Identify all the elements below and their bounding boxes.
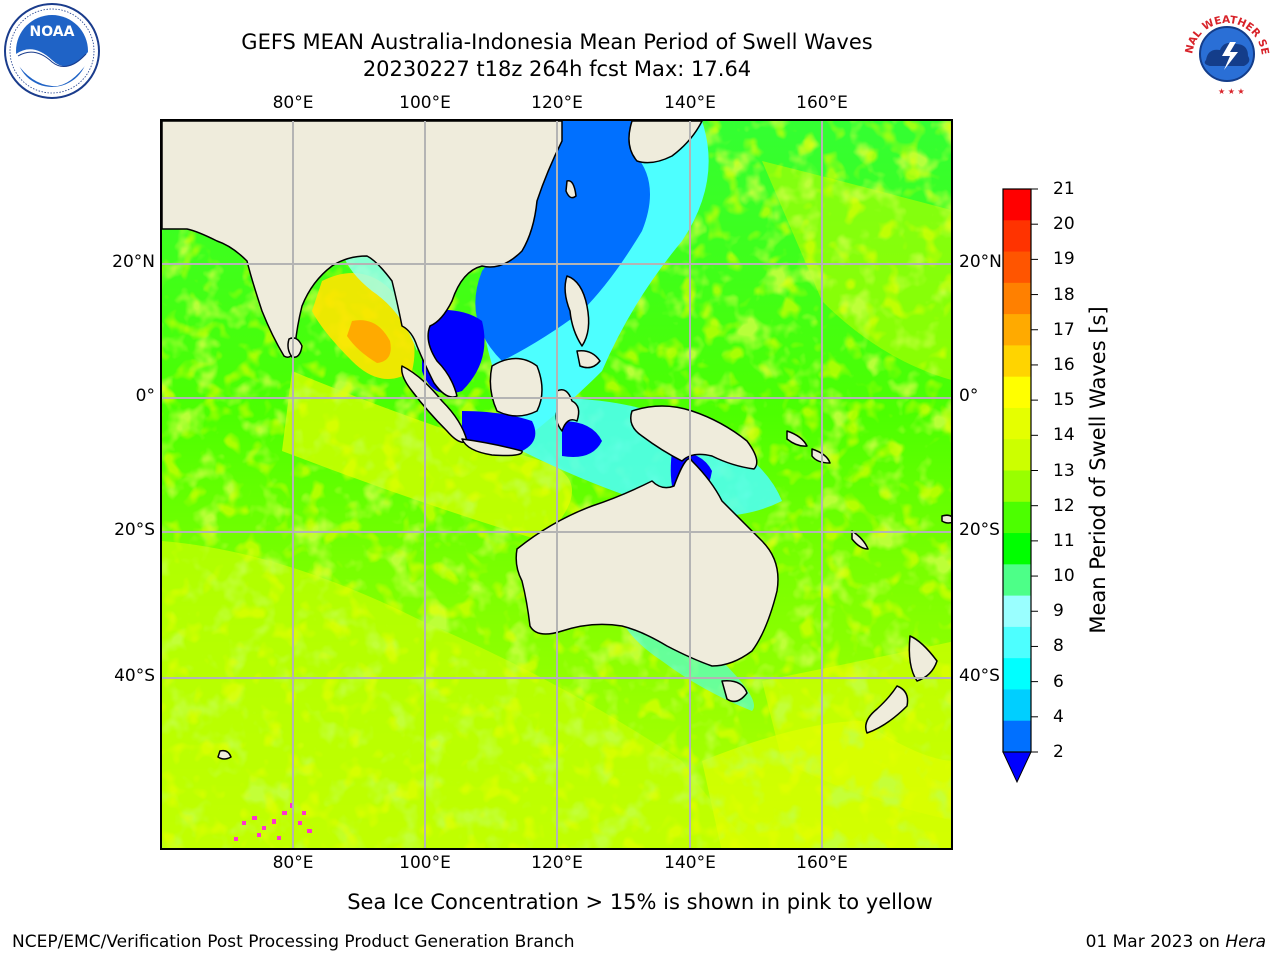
land-asia bbox=[162, 121, 563, 398]
colorbar-tick-label: 14 bbox=[1053, 425, 1075, 446]
lon-label-bottom-160e: 160°E bbox=[796, 853, 848, 873]
credit-machine: Hera bbox=[1225, 932, 1266, 952]
lon-label-top-120e: 120°E bbox=[531, 93, 583, 113]
colorbar-tick-label: 2 bbox=[1053, 742, 1064, 762]
land-sumatra bbox=[400, 365, 468, 443]
colorbar-segment bbox=[1003, 658, 1031, 690]
lon-label-top-140e: 140°E bbox=[664, 93, 716, 113]
lat-label-left-20s: 20°S bbox=[114, 520, 155, 540]
lat-label-right-40s: 40°S bbox=[959, 666, 1000, 686]
bengal-swell-max bbox=[347, 320, 391, 363]
land-solomons-1 bbox=[786, 430, 808, 447]
colorbar-tick-label: 8 bbox=[1053, 636, 1064, 657]
lat-label-left-40s: 40°S bbox=[114, 666, 155, 686]
colorbar-tick-label: 21 bbox=[1053, 179, 1075, 199]
colorbar-tick-label: 18 bbox=[1053, 284, 1075, 305]
land-australia bbox=[515, 458, 779, 667]
colorbar-title: Mean Period of Swell Waves [s] bbox=[1086, 306, 1110, 634]
colorbar-ticks bbox=[1031, 188, 1038, 753]
colorbar-segments bbox=[1003, 189, 1031, 753]
lon-label-bottom-140e: 140°E bbox=[664, 853, 716, 873]
land-kerguelen bbox=[217, 749, 232, 760]
nws-logo: NATIONAL WEATHER SERVICE ★ ★ ★ bbox=[1178, 2, 1274, 98]
sea-ice-note: Sea Ice Concentration > 15% is shown in … bbox=[347, 890, 933, 914]
colorbar-tick-label: 19 bbox=[1053, 249, 1075, 270]
colorbar-tick-label: 12 bbox=[1053, 495, 1075, 516]
lat-label-right-0: 0° bbox=[959, 386, 979, 406]
land-mindanao bbox=[576, 349, 601, 369]
land-new-caledonia bbox=[851, 530, 869, 550]
land-nz-north bbox=[908, 635, 938, 682]
credit-branch: NCEP/EMC/Verification Post Processing Pr… bbox=[12, 932, 575, 952]
lon-label-bottom-80e: 80°E bbox=[272, 853, 314, 873]
colorbar-segment bbox=[1003, 282, 1031, 315]
japan-sea-blue bbox=[542, 121, 636, 161]
noaa-logo: NOAA bbox=[4, 3, 100, 99]
land-java bbox=[461, 438, 523, 457]
colorbar-tick-label: 10 bbox=[1053, 566, 1075, 587]
lat-label-right-20n: 20°N bbox=[959, 252, 1002, 272]
swell-period-map bbox=[162, 121, 951, 848]
lon-label-top-100e: 100°E bbox=[399, 93, 451, 113]
land-fiji bbox=[941, 514, 951, 524]
java-sea-blue bbox=[462, 411, 536, 451]
colorbar-segment bbox=[1003, 595, 1031, 628]
land-philippines bbox=[564, 275, 590, 347]
colorbar-segment bbox=[1003, 251, 1031, 284]
colorbar-tick-label: 9 bbox=[1053, 601, 1064, 622]
land-taiwan bbox=[565, 180, 577, 199]
banda-blue bbox=[562, 421, 602, 457]
colorbar-tick-label: 11 bbox=[1053, 530, 1075, 551]
colorbar-tick-label: 6 bbox=[1053, 671, 1064, 692]
colorbar bbox=[1002, 188, 1038, 784]
colorbar-segment bbox=[1003, 345, 1031, 378]
colorbar-segment bbox=[1003, 314, 1031, 346]
lon-label-top-80e: 80°E bbox=[272, 93, 314, 113]
colorbar-segment bbox=[1003, 533, 1031, 565]
land-nz-south bbox=[865, 685, 909, 734]
lon-label-top-160e: 160°E bbox=[796, 93, 848, 113]
land bbox=[162, 121, 951, 760]
sea-ice bbox=[234, 803, 312, 841]
colorbar-segment bbox=[1003, 720, 1031, 753]
map-subtitle: 20230227 t18z 264h fcst Max: 17.64 bbox=[362, 57, 752, 81]
lat-label-right-20s: 20°S bbox=[959, 520, 1000, 540]
colorbar-segment bbox=[1003, 189, 1031, 221]
lat-label-left-0: 0° bbox=[135, 386, 155, 406]
credit-date-text: 01 Mar 2023 on bbox=[1085, 932, 1220, 952]
colorbar-under-triangle bbox=[1002, 751, 1032, 784]
colorbar-segment bbox=[1003, 501, 1031, 534]
colorbar-segment bbox=[1003, 220, 1031, 253]
colorbar-segment bbox=[1003, 689, 1031, 722]
land-sri-lanka bbox=[287, 337, 303, 359]
colorbar-tick-label: 15 bbox=[1053, 390, 1075, 411]
lon-label-bottom-120e: 120°E bbox=[531, 853, 583, 873]
land-japan bbox=[628, 121, 703, 164]
land-new-guinea bbox=[630, 405, 758, 470]
colorbar-segment bbox=[1003, 407, 1031, 440]
colorbar-tick-label: 17 bbox=[1053, 319, 1075, 340]
credit-date: 01 Mar 2023 on Hera bbox=[1086, 932, 1266, 952]
colorbar-tick-label: 16 bbox=[1053, 354, 1075, 375]
colorbar-segment bbox=[1003, 439, 1031, 471]
scs-blue-zone bbox=[475, 137, 650, 361]
au-south-cyan bbox=[622, 621, 754, 711]
land-borneo bbox=[489, 357, 543, 417]
svg-text:★ ★ ★: ★ ★ ★ bbox=[1218, 87, 1245, 96]
colorbar-tick-label: 4 bbox=[1053, 706, 1064, 727]
lat-label-left-20n: 20°N bbox=[112, 252, 155, 272]
map-panel bbox=[160, 119, 953, 850]
lon-label-bottom-100e: 100°E bbox=[399, 853, 451, 873]
colorbar-segment bbox=[1003, 626, 1031, 659]
colorbar-tick-label: 20 bbox=[1053, 214, 1075, 235]
noaa-logo-text: NOAA bbox=[30, 24, 75, 40]
colorbar-tick-label: 13 bbox=[1053, 460, 1075, 481]
colorbar-segment bbox=[1003, 470, 1031, 503]
colorbar-segment bbox=[1003, 376, 1031, 409]
map-title: GEFS MEAN Australia-Indonesia Mean Perio… bbox=[241, 30, 873, 54]
graticule bbox=[162, 121, 951, 848]
colorbar-segment bbox=[1003, 564, 1031, 597]
land-tasmania bbox=[721, 680, 748, 703]
